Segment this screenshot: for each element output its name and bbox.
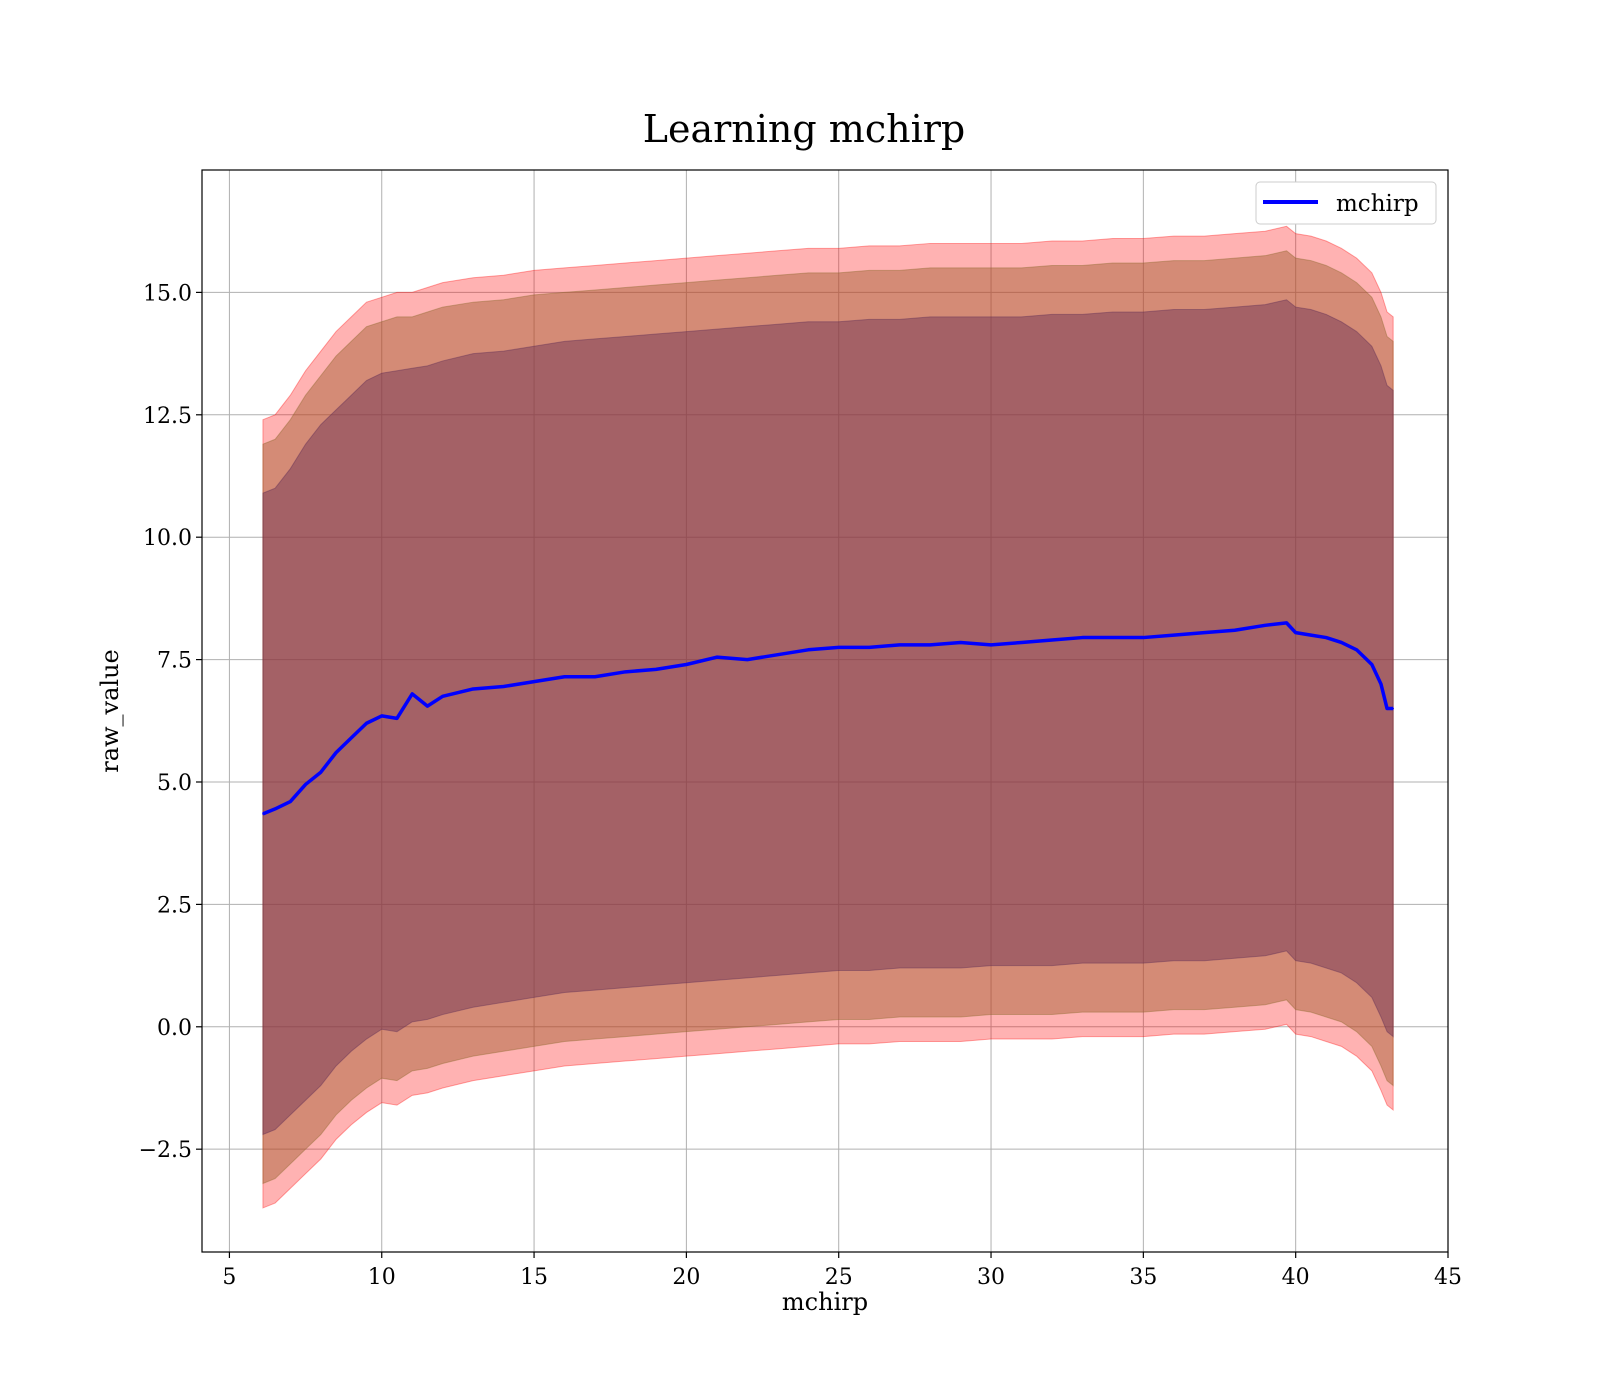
mchirp-point-36 [1173,634,1175,636]
y-tick-label-0: −2.5 [139,1138,192,1163]
y-tick-label-3: 5.0 [157,771,192,796]
mchirp-point-30 [990,644,992,646]
mchirp-point-46 [1371,663,1373,666]
mchirp-point-14 [502,685,505,688]
mchirp-point-11 [426,705,429,707]
mchirp-point-32 [1051,639,1053,641]
mchirp-point-26 [868,646,870,649]
x-tick-label-3: 20 [672,1265,700,1290]
mchirp-point-34 [1112,636,1114,639]
y-tick-label-5: 10.0 [143,526,192,551]
mchirp-point-17 [594,675,596,678]
mchirp-point-20 [685,663,688,666]
mchirp-point-1 [274,808,276,810]
mchirp-point-0 [262,813,264,815]
mchirp-point-41 [1294,631,1297,634]
mchirp-point-4 [320,771,322,773]
mchirp-point-10 [411,693,414,695]
mchirp-point-25 [837,646,840,649]
mchirp-point-12 [441,695,444,698]
x-tick-label-5: 30 [977,1265,1005,1290]
mchirp-point-33 [1081,636,1084,639]
mchirp-point-7 [365,722,368,725]
y-tick-label-1: 0.0 [157,1016,192,1041]
series-lines [262,621,1394,816]
x-tick-label-4: 25 [825,1265,853,1290]
mchirp-point-3 [304,783,307,786]
mchirp-point-28 [929,644,931,646]
mchirp-point-42 [1310,634,1312,636]
mchirp-point-18 [624,671,627,673]
x-tick-label-0: 5 [222,1265,236,1290]
x-tick-label-8: 45 [1434,1265,1462,1290]
x-axis-label: mchirp [782,1288,868,1316]
mchirp-point-19 [655,668,657,671]
mchirp-point-8 [380,715,383,717]
x-tick-label-2: 15 [520,1265,548,1290]
mchirp-point-27 [898,644,901,646]
mchirp-point-43 [1325,636,1327,639]
mchirp-point-23 [776,653,779,656]
mchirp-point-31 [1020,641,1023,644]
mchirp-point-9 [396,717,398,720]
mchirp-point-15 [533,680,535,683]
mchirp-point-6 [350,737,353,739]
y-tick-label-2: 2.5 [157,893,192,918]
mchirp-point-40 [1285,622,1288,624]
mchirp-point-47 [1380,683,1382,685]
mchirp-line [262,621,1394,816]
x-axis-ticks: 5 10 15 20 25 30 35 40 45 [222,1252,1462,1290]
mchirp-point-39 [1264,624,1267,627]
y-tick-label-7: 15.0 [143,281,192,306]
plot-frame [201,169,1449,1253]
legend: mchirp [1255,181,1437,225]
mchirp-point-38 [1233,629,1236,632]
y-axis-ticks: −2.5 0.0 2.5 5.0 7.5 10.0 12.5 15.0 [139,281,202,1163]
band-2sigma [262,250,1394,1185]
mchirp-point-37 [1203,631,1206,634]
legend-box [1255,181,1437,225]
mchirp-point-45 [1355,649,1358,651]
mchirp-point-29 [959,641,962,644]
y-tick-label-6: 12.5 [143,404,192,429]
mchirp-point-2 [289,800,292,803]
y-axis-label: raw_value [96,649,124,773]
x-tick-label-1: 10 [368,1265,396,1290]
confidence-bands [262,225,1394,1209]
y-tick-label-4: 7.5 [157,649,192,674]
mchirp-point-49 [1392,707,1394,710]
mchirp-point-22 [746,658,749,661]
band-3sigma [262,225,1394,1209]
mchirp-point-13 [472,688,474,690]
mchirp-point-24 [807,649,810,651]
x-tick-label-6: 35 [1129,1265,1157,1290]
mchirp-point-21 [716,656,718,658]
mchirp-point-5 [335,751,337,754]
mchirp-point-35 [1142,636,1145,639]
legend-label: mchirp [1336,191,1419,217]
x-tick-label-7: 40 [1282,1265,1310,1290]
chart-title: Learning mchirp [643,107,965,151]
mchirp-point-16 [563,675,566,678]
band-1sigma [262,299,1394,1136]
mchirp-point-44 [1340,641,1343,644]
mchirp-point-48 [1386,707,1388,710]
